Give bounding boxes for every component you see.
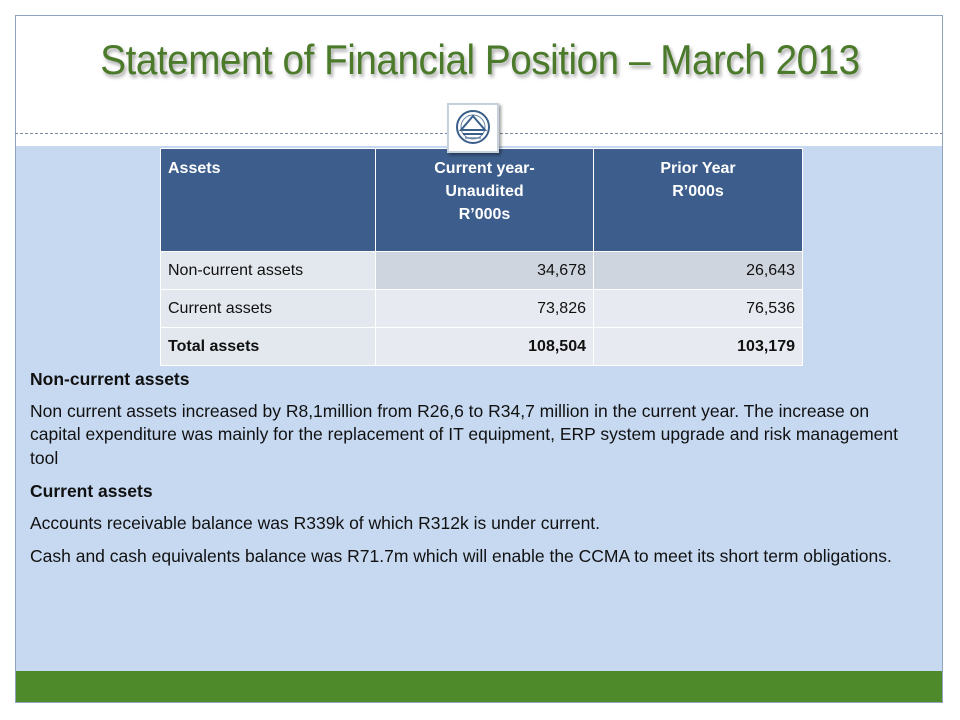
header-assets: Assets bbox=[160, 148, 376, 252]
row-prior-value: 26,643 bbox=[593, 251, 803, 290]
table-header-row: Assets Current year- Unaudited R’000s Pr… bbox=[160, 148, 803, 252]
slide-frame bbox=[15, 15, 943, 703]
current-heading: Current assets bbox=[30, 481, 153, 501]
row-current-value: 73,826 bbox=[375, 289, 594, 328]
total-current-value: 108,504 bbox=[375, 327, 594, 366]
row-label: Non-current assets bbox=[160, 251, 376, 290]
slide-title: Statement of Financial Position – March … bbox=[100, 36, 860, 83]
total-prior-value: 103,179 bbox=[593, 327, 803, 366]
header-current-line3: R’000s bbox=[458, 206, 511, 223]
row-current-value: 34,678 bbox=[375, 251, 594, 290]
table-total-row: Total assets 108,504 103,179 bbox=[160, 327, 803, 366]
header-current-line2: Unaudited bbox=[445, 183, 524, 200]
organisation-logo-icon bbox=[447, 103, 499, 153]
noncurrent-heading: Non-current assets bbox=[30, 369, 190, 389]
header-prior-line1: Prior Year bbox=[660, 160, 736, 177]
header-current-line1: Current year- bbox=[434, 160, 535, 177]
noncurrent-paragraph: Non current assets increased by R8,1mill… bbox=[30, 400, 899, 468]
row-label: Current assets bbox=[160, 289, 376, 328]
header-current-year: Current year- Unaudited R’000s bbox=[375, 148, 594, 252]
table-row: Non-current assets 34,678 26,643 bbox=[160, 251, 803, 290]
table-row: Current assets 73,826 76,536 bbox=[160, 289, 803, 328]
row-prior-value: 76,536 bbox=[593, 289, 803, 328]
current-paragraph-2: Cash and cash equivalents balance was R7… bbox=[30, 546, 892, 566]
notes-section: Non-current assets Non current assets in… bbox=[30, 368, 910, 579]
financial-position-table: Assets Current year- Unaudited R’000s Pr… bbox=[160, 148, 803, 366]
footer-bar bbox=[16, 671, 942, 702]
header-prior-year: Prior Year R’000s bbox=[593, 148, 803, 252]
header-prior-line2: R’000s bbox=[672, 183, 724, 200]
total-label: Total assets bbox=[160, 327, 376, 366]
current-paragraph-1: Accounts receivable balance was R339k of… bbox=[30, 512, 601, 533]
